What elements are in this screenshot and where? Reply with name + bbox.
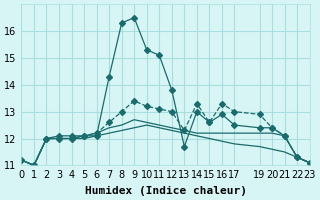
X-axis label: Humidex (Indice chaleur): Humidex (Indice chaleur) — [84, 186, 246, 196]
